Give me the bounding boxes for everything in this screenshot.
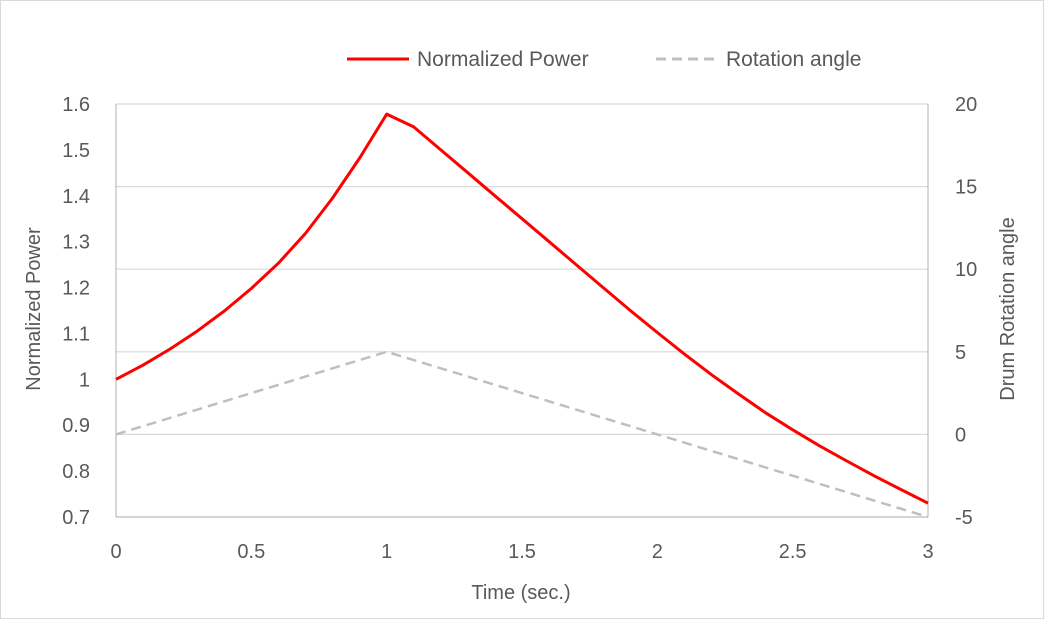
left-tick-label: 1 xyxy=(79,369,90,391)
gridlines xyxy=(116,103,928,518)
left-tick-label: 1.1 xyxy=(62,323,90,345)
right-tick-label: 15 xyxy=(955,177,977,199)
series-line-rotation-angle xyxy=(115,350,929,519)
x-tick-label: 1 xyxy=(381,541,392,563)
right-tick-label: 0 xyxy=(955,424,966,446)
left-tick-label: 1.4 xyxy=(62,186,90,208)
left-tick-label: 0.8 xyxy=(62,461,90,483)
x-tick-labels: 0 0.5 1 1.5 2 2.5 3 xyxy=(110,541,933,563)
right-tick-labels: -5 0 5 10 15 20 xyxy=(955,94,977,529)
right-tick-label: 5 xyxy=(955,342,966,364)
x-axis-title: Time (sec.) xyxy=(471,582,570,604)
left-axis-title: Normalized Power xyxy=(23,227,45,391)
legend: Normalized Power Rotation angle xyxy=(347,48,861,71)
series-line-normalized-power xyxy=(115,112,929,505)
right-tick-label: 10 xyxy=(955,259,977,281)
left-tick-label: 0.9 xyxy=(62,415,90,437)
left-tick-label: 1.3 xyxy=(62,232,90,254)
legend-label-rotation-angle: Rotation angle xyxy=(726,48,861,71)
left-tick-label: 1.2 xyxy=(62,278,90,300)
right-axis-title: Drum Rotation angle xyxy=(997,217,1019,400)
series-layer xyxy=(115,112,929,519)
x-tick-label: 1.5 xyxy=(508,541,536,563)
left-tick-label: 1.6 xyxy=(62,94,90,116)
legend-item-rotation-angle: Rotation angle xyxy=(656,48,861,71)
left-tick-labels: 0.7 0.8 0.9 1 1.1 1.2 1.3 1.4 1.5 1.6 xyxy=(62,94,90,529)
x-tick-label: 2.5 xyxy=(779,541,807,563)
x-tick-label: 2 xyxy=(652,541,663,563)
x-tick-label: 0.5 xyxy=(237,541,265,563)
legend-label-normalized-power: Normalized Power xyxy=(417,48,589,71)
left-tick-label: 1.5 xyxy=(62,140,90,162)
x-tick-label: 3 xyxy=(922,541,933,563)
x-tick-label: 0 xyxy=(110,541,121,563)
right-tick-label: -5 xyxy=(955,507,973,529)
left-tick-label: 0.7 xyxy=(62,507,90,529)
right-tick-label: 20 xyxy=(955,94,977,116)
legend-item-normalized-power: Normalized Power xyxy=(347,48,589,71)
